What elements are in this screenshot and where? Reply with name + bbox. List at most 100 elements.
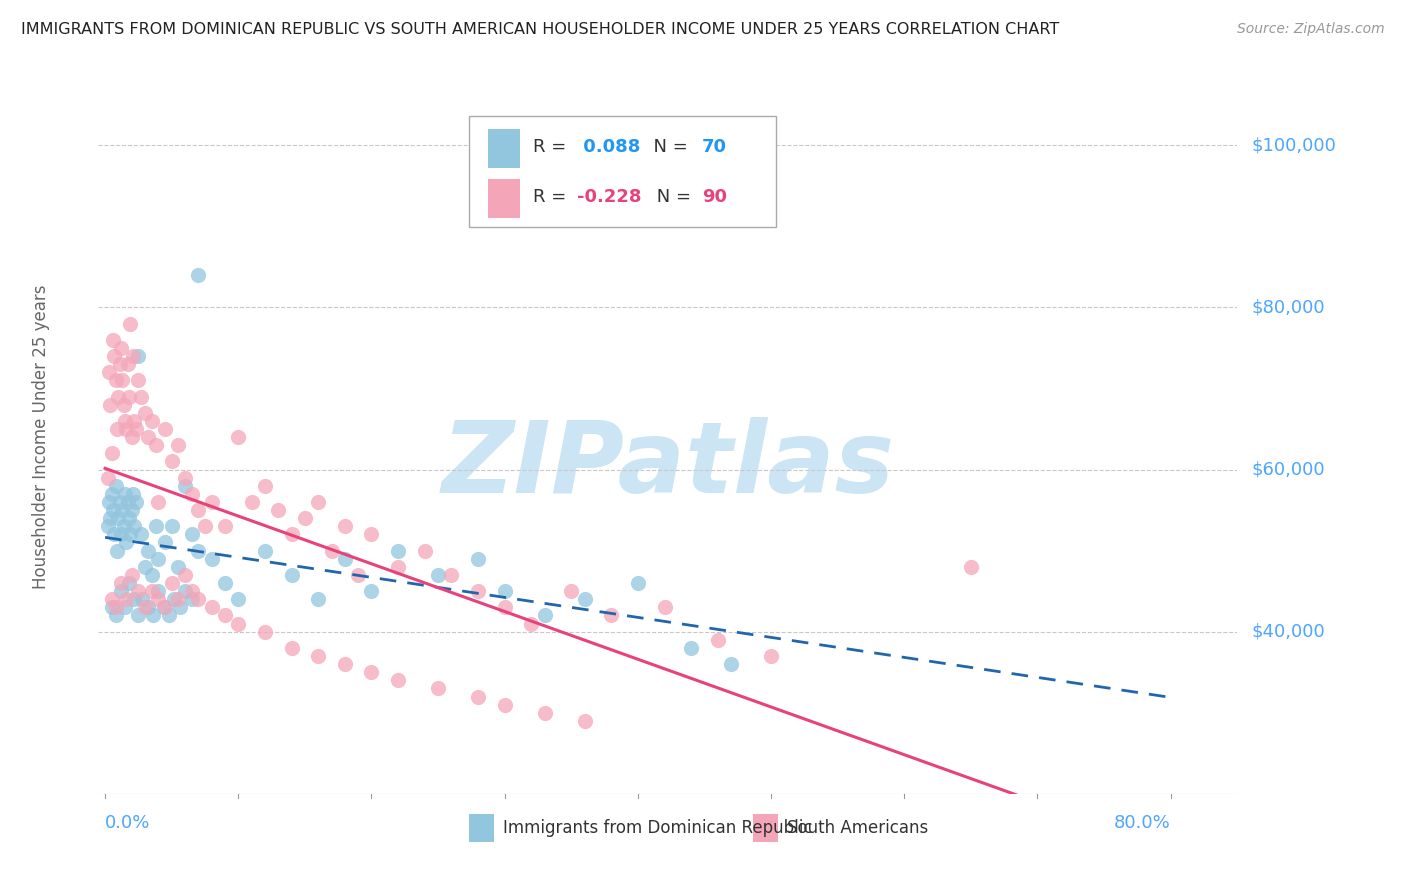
Point [101,503,124,517]
Text: N =: N = [641,138,693,156]
Point [115,535,138,549]
Point [136,430,159,444]
FancyBboxPatch shape [468,116,776,227]
Point [141,568,163,582]
Point [118,390,141,404]
Bar [754,814,779,842]
Point [307,592,329,607]
Text: 80.0%: 80.0% [1114,814,1171,832]
Point [194,519,217,533]
Text: Householder Income Under 25 years: Householder Income Under 25 years [32,285,51,590]
Point [120,317,142,331]
Bar [468,814,494,842]
Point [360,527,382,541]
Text: South Americans: South Americans [787,819,929,837]
Point [100,511,122,525]
Point [160,576,183,591]
Point [127,373,149,387]
Point [240,495,263,509]
Point [467,551,489,566]
Point [114,600,136,615]
Point [174,568,197,582]
Point [118,576,141,591]
Point [167,592,190,607]
Text: $40,000: $40,000 [1251,623,1324,640]
Text: ZIPatlas: ZIPatlas [441,417,894,514]
Point [124,592,146,607]
Text: $60,000: $60,000 [1251,460,1324,478]
Point [180,584,202,599]
Point [226,430,249,444]
Point [108,495,131,509]
Point [180,527,202,541]
Point [141,584,163,599]
Point [253,479,276,493]
Point [125,495,148,509]
Point [201,600,224,615]
Point [136,543,159,558]
Point [387,559,409,574]
Point [110,341,132,355]
Point [153,600,176,615]
Point [654,600,676,615]
Point [160,519,183,533]
Point [122,487,145,501]
Point [148,592,170,607]
Bar [488,129,520,169]
Point [101,333,124,347]
Point [103,349,125,363]
Point [121,568,143,582]
Point [115,422,138,436]
Point [125,422,148,436]
Point [180,487,202,501]
Point [112,398,135,412]
Point [180,592,202,607]
Point [131,592,153,607]
Point [157,608,180,623]
Point [107,390,129,404]
Text: R =: R = [533,187,572,206]
Bar [488,178,520,218]
Point [105,422,128,436]
Point [533,706,555,720]
Point [681,640,703,655]
Point [127,349,149,363]
Point [148,495,170,509]
Point [167,438,190,452]
Text: 90: 90 [702,187,727,206]
Point [214,608,236,623]
Point [134,600,156,615]
Point [163,592,186,607]
Point [148,584,170,599]
Point [110,576,132,591]
Text: R =: R = [533,138,572,156]
Point [253,624,276,639]
Point [627,576,650,591]
Point [533,608,555,623]
Point [117,495,139,509]
Point [520,616,543,631]
Point [187,543,209,558]
Text: N =: N = [651,187,696,206]
Point [112,519,135,533]
Point [187,592,209,607]
Point [142,608,165,623]
Point [574,714,596,728]
Point [494,698,516,712]
Point [98,365,121,379]
Point [720,657,742,672]
Point [129,390,152,404]
Text: IMMIGRANTS FROM DOMINICAN REPUBLIC VS SOUTH AMERICAN HOUSEHOLDER INCOME UNDER 25: IMMIGRANTS FROM DOMINICAN REPUBLIC VS SO… [21,22,1059,37]
Point [129,527,152,541]
Text: Immigrants from Dominican Republic: Immigrants from Dominican Republic [503,819,813,837]
Point [360,584,382,599]
Point [115,592,138,607]
Point [141,414,163,428]
Point [121,430,143,444]
Point [467,690,489,704]
Point [333,551,356,566]
Point [960,559,983,574]
Point [427,681,450,696]
Text: 0.0%: 0.0% [105,814,150,832]
Point [127,608,149,623]
